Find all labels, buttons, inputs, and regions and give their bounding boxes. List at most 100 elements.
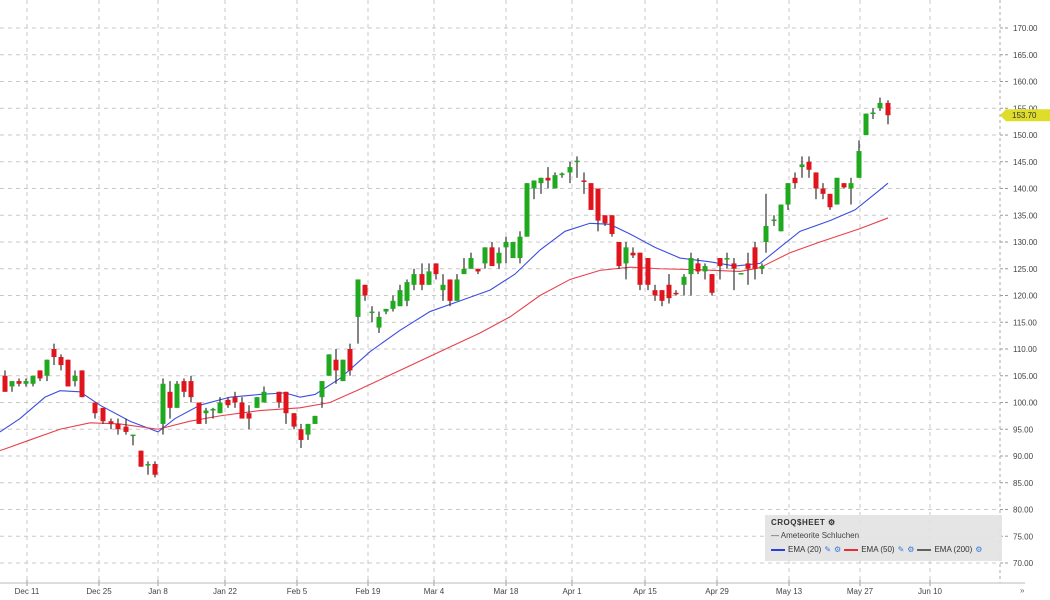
- legend-ema20-label[interactable]: EMA (20): [788, 545, 822, 554]
- y-axis-label: 140.00: [1013, 185, 1038, 194]
- candle-body: [181, 381, 187, 392]
- candle-body: [652, 290, 658, 296]
- candle-body: [333, 359, 339, 371]
- candle-body: [276, 391, 282, 403]
- x-axis-label: May 13: [776, 587, 803, 596]
- x-axis-label: Apr 29: [705, 587, 729, 596]
- candle-body: [545, 177, 551, 181]
- edit-icon[interactable]: ✎: [897, 545, 905, 554]
- candle-body: [681, 276, 687, 285]
- candle-body: [792, 177, 798, 184]
- candle-body: [2, 375, 8, 392]
- candle-body: [559, 173, 565, 176]
- candle-body: [419, 274, 425, 285]
- candle-body: [834, 177, 840, 205]
- candle-body: [820, 188, 826, 194]
- candle-body: [383, 308, 389, 312]
- candle-body: [433, 263, 439, 275]
- candle-body: [496, 252, 502, 264]
- legend-ema50-label[interactable]: EMA (50): [861, 545, 895, 554]
- candle-body: [447, 279, 453, 301]
- settings-icon[interactable]: ⚙: [834, 545, 842, 554]
- candle-body: [709, 274, 715, 293]
- candle-body: [595, 188, 601, 221]
- candle-body: [203, 410, 209, 414]
- candle-body: [482, 247, 488, 264]
- candle-body: [340, 359, 346, 382]
- candle-body: [239, 402, 245, 419]
- candle-body: [863, 113, 869, 135]
- candle-body: [666, 284, 672, 299]
- legend-ema200-label[interactable]: EMA (200): [934, 545, 973, 554]
- y-axis-label: 150.00: [1013, 131, 1038, 140]
- last-price-label: 153.70: [1012, 111, 1037, 120]
- candle-body: [567, 167, 573, 173]
- candle-body: [291, 413, 297, 427]
- candle-body: [609, 215, 615, 234]
- y-axis-label: 75.00: [1013, 532, 1034, 541]
- candle-body: [130, 434, 136, 437]
- candle-body: [552, 175, 558, 189]
- settings-icon[interactable]: ⚙: [975, 545, 983, 554]
- candle-body: [108, 421, 114, 424]
- y-axis-label: 115.00: [1013, 318, 1037, 327]
- scroll-right-icon[interactable]: »: [1020, 586, 1025, 595]
- x-axis-label: Jan 22: [213, 587, 238, 596]
- settings-icon[interactable]: ⚙: [907, 545, 915, 554]
- candle-body: [637, 252, 643, 285]
- candle-body: [232, 397, 238, 403]
- candle-body: [305, 423, 311, 435]
- candle-body: [440, 284, 446, 291]
- candle-body: [827, 193, 833, 208]
- legend-items: EMA (20) ✎ ⚙ EMA (50) ✎ ⚙ EMA (200) ⚙: [771, 545, 982, 554]
- candle-body: [426, 271, 432, 285]
- legend-title: CROQ$HEET ⚙: [771, 518, 836, 527]
- candle-body: [217, 402, 223, 414]
- candle-body: [65, 359, 71, 387]
- candle-body: [397, 290, 403, 307]
- candle-body: [283, 391, 289, 414]
- candle-body: [37, 370, 43, 379]
- candle-body: [870, 112, 876, 115]
- candle-body: [616, 242, 622, 267]
- candle-body: [531, 180, 537, 189]
- candle-body: [404, 282, 410, 301]
- y-axis-label: 130.00: [1013, 238, 1038, 247]
- candle-body: [813, 172, 819, 189]
- candle-body: [785, 183, 791, 205]
- ema-line: [0, 182, 889, 433]
- candle-body: [503, 242, 509, 248]
- y-axis-label: 155.00: [1013, 104, 1038, 113]
- edit-icon[interactable]: ✎: [824, 545, 832, 554]
- candle-body: [688, 258, 694, 275]
- candle-body: [123, 426, 129, 432]
- candle-body: [369, 311, 375, 314]
- candle-body: [763, 225, 769, 242]
- candle-body: [72, 375, 78, 382]
- candle-body: [731, 263, 737, 269]
- candle-body: [145, 464, 151, 466]
- candle-body: [538, 177, 544, 184]
- y-axis-label: 135.00: [1013, 211, 1038, 220]
- x-axis-label: May 27: [847, 587, 874, 596]
- candle-body: [298, 429, 304, 440]
- candle-body: [390, 300, 396, 309]
- y-axis-label: 110.00: [1013, 345, 1037, 354]
- candle-body: [100, 407, 106, 422]
- legend-subtitle: — Ameteorite Schluchen: [771, 531, 860, 540]
- candle-body: [210, 408, 216, 411]
- y-axis-label: 120.00: [1013, 292, 1038, 301]
- candle-body: [489, 247, 495, 267]
- chart-legend: CROQ$HEET ⚙ — Ameteorite Schluchen EMA (…: [765, 515, 1002, 561]
- candle-body: [581, 180, 587, 182]
- candle-body: [115, 423, 121, 430]
- y-axis-label: 80.00: [1013, 506, 1034, 515]
- candle-body: [630, 252, 636, 256]
- x-axis-label: Feb 19: [356, 587, 381, 596]
- candle-body: [174, 383, 180, 408]
- candle-body: [461, 268, 467, 275]
- x-axis-label: Dec 25: [86, 587, 112, 596]
- candle-body: [645, 258, 651, 285]
- candle-body: [717, 258, 723, 267]
